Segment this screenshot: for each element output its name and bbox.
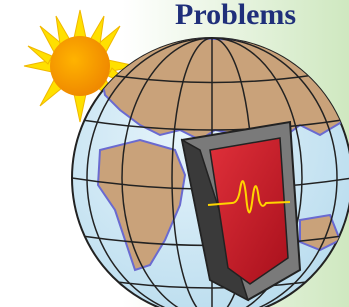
illustration: Problems: [0, 0, 349, 307]
title: Problems: [175, 0, 296, 31]
page: Problems (() => { const data =: [0, 0, 349, 307]
